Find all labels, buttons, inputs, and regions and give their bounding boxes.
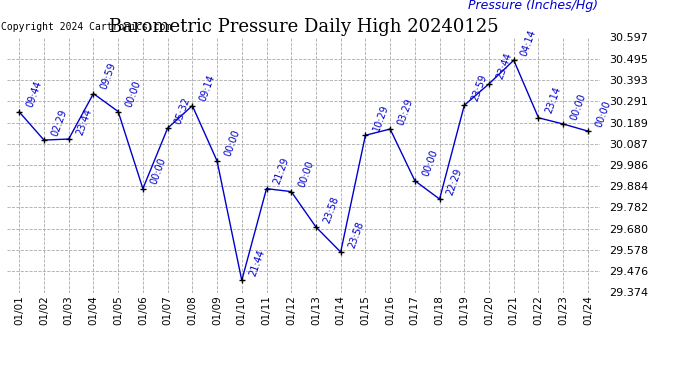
Text: 03:29: 03:29: [395, 97, 415, 126]
Text: 00:00: 00:00: [593, 99, 613, 128]
Text: 10:29: 10:29: [371, 103, 390, 132]
Text: 04:14: 04:14: [520, 28, 538, 57]
Text: Copyright 2024 Cartronics.com: Copyright 2024 Cartronics.com: [1, 22, 171, 32]
Text: 23:44: 23:44: [75, 106, 93, 136]
Text: 00:00: 00:00: [420, 148, 440, 178]
Text: 23:58: 23:58: [322, 195, 340, 224]
Title: Barometric Pressure Daily High 20240125: Barometric Pressure Daily High 20240125: [109, 18, 498, 36]
Text: 22:29: 22:29: [445, 166, 464, 196]
Text: 21:44: 21:44: [247, 248, 266, 278]
Text: 00:00: 00:00: [148, 156, 168, 186]
Text: 00:00: 00:00: [297, 159, 316, 189]
Text: 23:14: 23:14: [544, 86, 563, 115]
Text: Pressure (Inches/Hg): Pressure (Inches/Hg): [468, 0, 598, 12]
Text: 09:59: 09:59: [99, 61, 118, 91]
Text: 23:44: 23:44: [495, 51, 513, 81]
Text: 00:00: 00:00: [223, 129, 241, 158]
Text: 09:44: 09:44: [25, 80, 43, 109]
Text: 09:14: 09:14: [198, 74, 217, 103]
Text: 05:32: 05:32: [173, 96, 192, 125]
Text: 23:59: 23:59: [470, 73, 489, 102]
Text: 00:00: 00:00: [124, 79, 143, 109]
Text: 21:29: 21:29: [272, 156, 291, 186]
Text: 00:00: 00:00: [569, 92, 588, 121]
Text: 02:29: 02:29: [50, 108, 68, 137]
Text: 23:58: 23:58: [346, 219, 365, 249]
